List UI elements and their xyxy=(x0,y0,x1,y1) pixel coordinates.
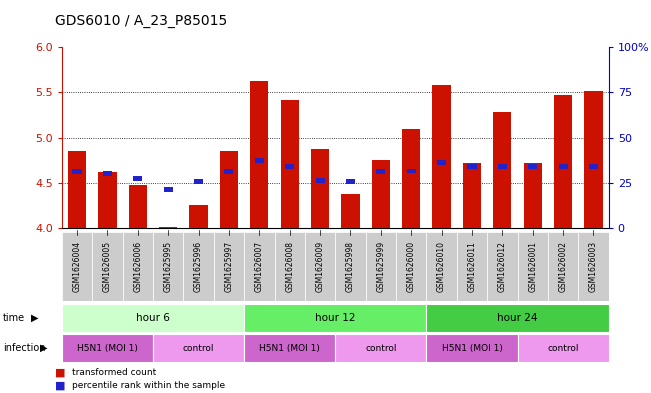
Bar xyxy=(426,334,518,362)
Bar xyxy=(585,90,603,228)
Bar xyxy=(129,185,147,228)
Bar xyxy=(305,232,335,301)
Text: H5N1 (MOI 1): H5N1 (MOI 1) xyxy=(441,344,503,353)
Bar xyxy=(341,195,359,228)
Bar xyxy=(335,232,366,301)
Bar xyxy=(432,85,450,228)
Bar xyxy=(244,334,335,362)
Text: H5N1 (MOI 1): H5N1 (MOI 1) xyxy=(259,344,320,353)
Bar xyxy=(487,232,518,301)
Text: GSM1626007: GSM1626007 xyxy=(255,241,264,292)
Bar xyxy=(72,169,81,174)
Text: percentile rank within the sample: percentile rank within the sample xyxy=(72,382,225,390)
Text: time: time xyxy=(3,313,25,323)
Text: GSM1626005: GSM1626005 xyxy=(103,241,112,292)
Bar xyxy=(98,172,117,228)
Text: GSM1625996: GSM1625996 xyxy=(194,241,203,292)
Bar xyxy=(281,99,299,228)
Bar xyxy=(122,232,153,301)
Bar xyxy=(316,178,325,184)
Text: GSM1626011: GSM1626011 xyxy=(467,241,477,292)
Bar xyxy=(244,232,275,301)
Text: GSM1626006: GSM1626006 xyxy=(133,241,143,292)
Bar xyxy=(214,232,244,301)
Text: GSM1626001: GSM1626001 xyxy=(528,241,537,292)
Text: GSM1626003: GSM1626003 xyxy=(589,241,598,292)
Bar xyxy=(396,232,426,301)
Bar xyxy=(153,232,184,301)
Text: GSM1625995: GSM1625995 xyxy=(163,241,173,292)
Bar xyxy=(578,232,609,301)
Bar xyxy=(220,151,238,228)
Text: hour 6: hour 6 xyxy=(136,313,170,323)
Text: transformed count: transformed count xyxy=(72,368,156,377)
Bar xyxy=(244,304,426,332)
Bar xyxy=(225,169,234,174)
Bar xyxy=(103,171,112,176)
Bar xyxy=(184,232,214,301)
Bar xyxy=(372,160,390,228)
Bar xyxy=(68,151,86,228)
Text: ▶: ▶ xyxy=(31,313,39,323)
Text: hour 12: hour 12 xyxy=(315,313,355,323)
Text: GSM1626004: GSM1626004 xyxy=(72,241,81,292)
Bar xyxy=(366,232,396,301)
Text: GSM1625998: GSM1625998 xyxy=(346,241,355,292)
Text: control: control xyxy=(547,344,579,353)
Bar xyxy=(426,304,609,332)
Text: GSM1625999: GSM1625999 xyxy=(376,241,385,292)
Bar xyxy=(437,160,446,165)
Text: ■: ■ xyxy=(55,367,66,378)
Text: control: control xyxy=(183,344,214,353)
Bar xyxy=(159,227,177,228)
Text: GSM1626009: GSM1626009 xyxy=(316,241,325,292)
Bar xyxy=(194,179,203,184)
Bar xyxy=(457,232,487,301)
Bar xyxy=(62,304,244,332)
Bar xyxy=(92,232,122,301)
Bar xyxy=(153,334,244,362)
Bar xyxy=(285,164,294,169)
Text: GSM1626010: GSM1626010 xyxy=(437,241,446,292)
Text: GDS6010 / A_23_P85015: GDS6010 / A_23_P85015 xyxy=(55,14,228,28)
Text: GSM1626012: GSM1626012 xyxy=(498,241,507,292)
Bar xyxy=(518,334,609,362)
Bar xyxy=(402,129,421,228)
Bar xyxy=(548,232,578,301)
Bar xyxy=(523,163,542,228)
Text: control: control xyxy=(365,344,396,353)
Bar xyxy=(554,95,572,228)
Bar xyxy=(62,232,92,301)
Bar xyxy=(275,232,305,301)
Bar xyxy=(528,164,537,169)
Bar xyxy=(346,179,355,184)
Bar xyxy=(407,169,416,173)
Bar xyxy=(133,176,143,181)
Bar xyxy=(559,164,568,169)
Text: ■: ■ xyxy=(55,381,66,391)
Bar xyxy=(335,334,426,362)
Bar xyxy=(311,149,329,228)
Text: GSM1625997: GSM1625997 xyxy=(225,241,234,292)
Bar xyxy=(189,205,208,228)
Bar xyxy=(250,81,268,228)
Bar xyxy=(518,232,548,301)
Text: hour 24: hour 24 xyxy=(497,313,538,323)
Text: infection: infection xyxy=(3,343,46,353)
Bar xyxy=(467,164,477,169)
Bar xyxy=(426,232,457,301)
Text: GSM1626008: GSM1626008 xyxy=(285,241,294,292)
Bar xyxy=(62,334,153,362)
Text: GSM1626002: GSM1626002 xyxy=(559,241,568,292)
Bar xyxy=(376,169,385,174)
Bar xyxy=(589,164,598,169)
Text: H5N1 (MOI 1): H5N1 (MOI 1) xyxy=(77,344,138,353)
Bar xyxy=(463,163,481,228)
Text: GSM1626000: GSM1626000 xyxy=(407,241,416,292)
Bar xyxy=(255,158,264,163)
Bar xyxy=(163,187,173,191)
Bar xyxy=(493,112,512,228)
Bar xyxy=(498,164,507,169)
Text: ▶: ▶ xyxy=(40,343,48,353)
